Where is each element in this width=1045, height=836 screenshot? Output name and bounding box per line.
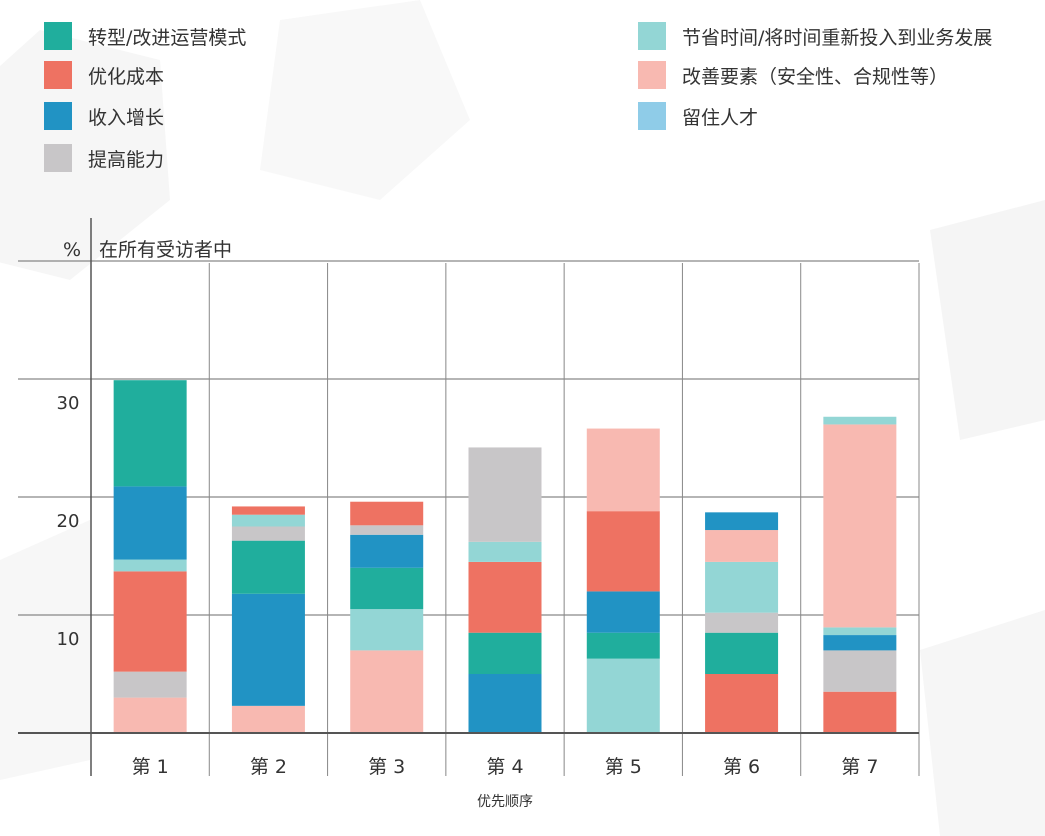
- y-tick-label: 30: [57, 393, 80, 414]
- x-tick-label: 第 2: [250, 756, 287, 778]
- bar-segment: [705, 612, 779, 633]
- x-tick-label: 第 6: [723, 756, 760, 778]
- bar-segment: [823, 627, 897, 636]
- bar-segment: [350, 650, 424, 733]
- legend-item: 转型/改进运营模式: [44, 20, 246, 52]
- y-axis-label: 在所有受访者中: [99, 239, 232, 261]
- x-tick-label: 第 4: [486, 756, 523, 778]
- y-unit-label: %: [63, 239, 81, 261]
- bar-segment: [468, 561, 542, 633]
- legend-swatch: [44, 144, 72, 172]
- bar-segment: [823, 635, 897, 651]
- legend-swatch: [44, 61, 72, 89]
- bar-segment: [113, 486, 187, 560]
- legend-label: 节省时间/将时间重新投入到业务发展: [682, 26, 993, 49]
- bar-segment: [113, 559, 187, 572]
- legend-swatch: [638, 61, 666, 89]
- bar-segment: [823, 416, 897, 425]
- x-tick-label: 第 7: [841, 756, 878, 778]
- bar-segment: [113, 671, 187, 698]
- bar-segment: [231, 526, 305, 541]
- legend-item: 收入增长: [44, 100, 164, 132]
- bar-segment: [231, 514, 305, 527]
- bar-segment: [705, 632, 779, 674]
- bar-segment: [823, 650, 897, 692]
- bar-segment: [231, 593, 305, 706]
- legend-item: 改善要素（安全性、合规性等）: [638, 59, 948, 91]
- bar-segment: [586, 632, 660, 659]
- legend-item: 节省时间/将时间重新投入到业务发展: [638, 20, 992, 52]
- legend-item: 留住人才: [638, 100, 758, 132]
- bar-segment: [231, 705, 305, 733]
- y-tick-label: 10: [57, 629, 80, 650]
- bar-segment: [705, 512, 779, 531]
- legend-swatch: [638, 102, 666, 130]
- bar-segment: [823, 424, 897, 628]
- bar-segment: [113, 697, 187, 733]
- legend-item: 提高能力: [44, 142, 164, 174]
- bar-segment: [586, 428, 660, 512]
- bar-segment: [468, 632, 542, 674]
- bar-segment: [113, 571, 187, 672]
- legend-swatch: [44, 22, 72, 50]
- legend-swatch: [638, 22, 666, 50]
- bar-segment: [468, 447, 542, 542]
- bar-segment: [705, 674, 779, 733]
- bars: [113, 380, 897, 733]
- legend-label: 转型/改进运营模式: [88, 26, 247, 49]
- bar-segment: [586, 511, 660, 592]
- bar-segment: [113, 380, 187, 487]
- x-tick-label: 第 3: [368, 756, 405, 778]
- x-tick-label: 第 1: [132, 756, 169, 778]
- legend-label: 改善要素（安全性、合规性等）: [682, 65, 949, 88]
- bar-segment: [468, 541, 542, 562]
- bar-segment: [705, 561, 779, 613]
- legend-label: 留住人才: [682, 106, 759, 129]
- legend-label: 收入增长: [88, 106, 165, 129]
- bar-segment: [586, 658, 660, 733]
- bar-segment: [350, 567, 424, 610]
- bar-segment: [586, 591, 660, 633]
- legend-swatch: [44, 102, 72, 130]
- bar-segment: [468, 674, 542, 733]
- bar-segment: [231, 540, 305, 594]
- bar-segment: [823, 691, 897, 733]
- y-tick-label: 20: [57, 511, 80, 532]
- bar-segment: [350, 501, 424, 526]
- legend-item: 优化成本: [44, 59, 164, 91]
- bar-segment: [350, 525, 424, 535]
- legend-label: 提高能力: [88, 148, 165, 171]
- x-axis-label: 优先顺序: [477, 794, 533, 810]
- legend-label: 优化成本: [88, 65, 165, 88]
- axes: 10 20 30 第 1 第 2 第 3 第 4 第 5 第 6 第 7: [18, 218, 919, 778]
- bar-segment: [231, 506, 305, 515]
- bar-segment: [350, 609, 424, 651]
- x-tick-label: 第 5: [605, 756, 642, 778]
- bar-segment: [705, 530, 779, 562]
- bar-segment: [350, 534, 424, 568]
